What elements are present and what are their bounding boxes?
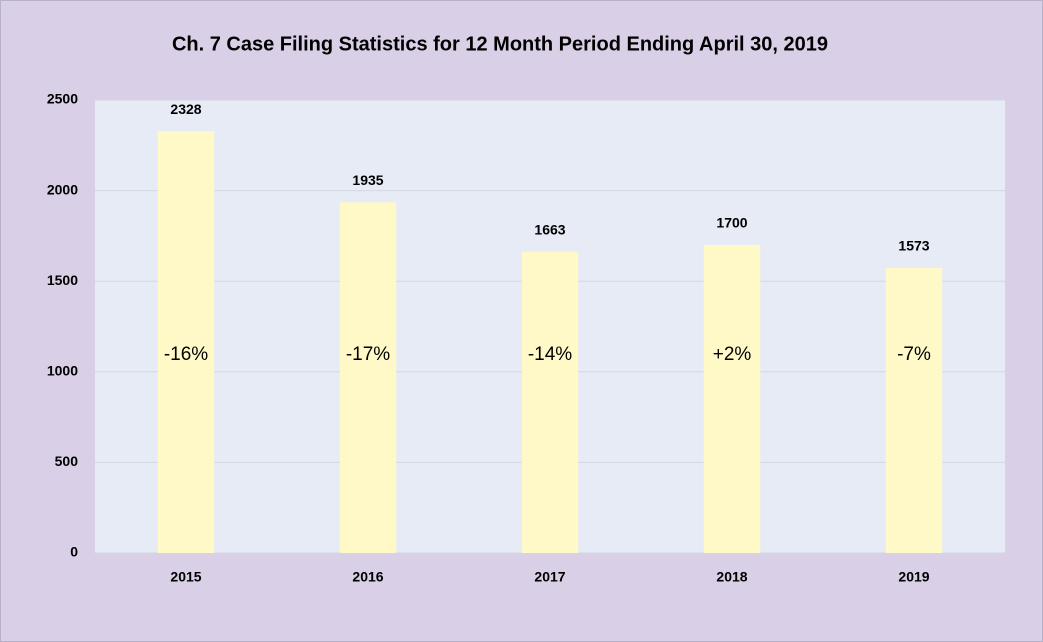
bar-annotation: -7%	[897, 344, 931, 365]
x-tick-label: 2016	[352, 569, 383, 585]
bar	[885, 267, 943, 553]
value-label: 1700	[716, 215, 747, 231]
y-tick-label: 2000	[47, 181, 78, 197]
bar-annotation: +2%	[713, 344, 752, 365]
chart-title: Ch. 7 Case Filing Statistics for 12 Mont…	[172, 33, 828, 55]
y-tick-label: 1000	[47, 363, 78, 379]
bar-annotation: -17%	[346, 344, 390, 365]
bar	[157, 131, 215, 554]
value-label: 1663	[534, 221, 565, 237]
x-tick-label: 2017	[534, 569, 565, 585]
y-tick-label: 0	[70, 544, 78, 560]
x-tick-label: 2019	[898, 569, 929, 585]
value-label: 1573	[898, 238, 929, 254]
x-tick-label: 2018	[716, 569, 747, 585]
y-tick-label: 2500	[47, 91, 78, 107]
bar	[703, 244, 761, 553]
bar	[339, 202, 397, 554]
x-tick-label: 2015	[170, 569, 201, 585]
value-label: 1935	[352, 172, 383, 188]
value-label: 2328	[170, 101, 201, 117]
y-tick-label: 500	[55, 453, 79, 469]
bar-annotation: -16%	[164, 344, 208, 365]
bar-annotation: -14%	[528, 344, 572, 365]
bar	[521, 251, 579, 553]
y-tick-label: 1500	[47, 272, 78, 288]
